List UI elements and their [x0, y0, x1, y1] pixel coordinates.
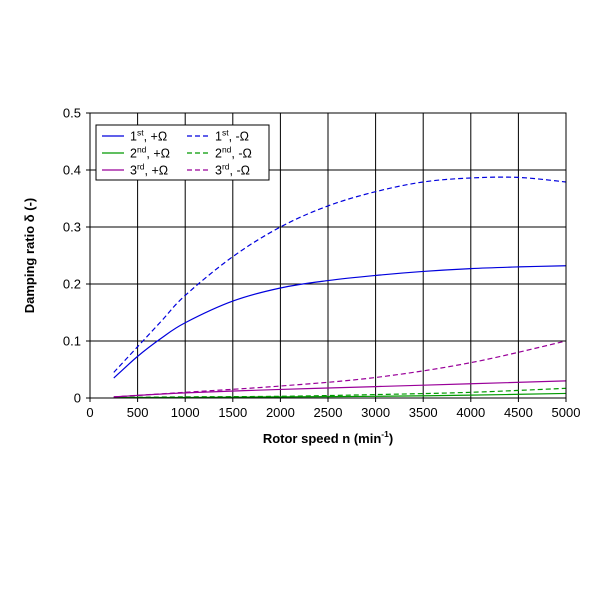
- x-axis-label-main: Rotor speed n (min: [263, 431, 382, 446]
- legend-label-0: 1st, +Ω: [130, 128, 167, 144]
- legend-label-2: 2nd, +Ω: [130, 145, 170, 161]
- legend-label-num: 2: [130, 147, 137, 161]
- x-tick-label: 0: [86, 405, 93, 420]
- y-tick-label: 0.1: [63, 334, 81, 349]
- legend-label-sup: nd: [137, 145, 147, 155]
- legend-label-tail: , -Ω: [229, 130, 249, 144]
- x-tick-label: 5000: [552, 405, 581, 420]
- legend-label-tail: , +Ω: [146, 147, 170, 161]
- legend-label-sup: rd: [137, 162, 145, 172]
- x-axis-label: Rotor speed n (min-1): [263, 429, 393, 446]
- legend-label-num: 3: [130, 164, 137, 178]
- x-tick-label: 2500: [314, 405, 343, 420]
- y-tick-label: 0.3: [63, 220, 81, 235]
- series-line-3: [113, 387, 567, 399]
- legend-label-3: 2nd, -Ω: [215, 145, 252, 161]
- legend-label-tail: , +Ω: [145, 164, 169, 178]
- legend-label-sup: st: [222, 128, 229, 138]
- legend-label-sup: rd: [222, 162, 230, 172]
- series-line-4: [113, 380, 567, 398]
- legend-label-num: 3: [215, 164, 222, 178]
- x-tick-label: 1500: [218, 405, 247, 420]
- series-line-0: [113, 265, 567, 379]
- x-tick-label: 4500: [504, 405, 533, 420]
- legend-label-5: 3rd, -Ω: [215, 162, 250, 178]
- legend-label-sup: nd: [222, 145, 232, 155]
- series-line-1: [113, 176, 567, 373]
- legend-label-sup: st: [137, 128, 144, 138]
- series-line-2: [113, 392, 567, 399]
- x-axis-label-sup: -1: [381, 429, 389, 439]
- legend-label-tail: , +Ω: [144, 130, 168, 144]
- legend-label-num: 1: [215, 130, 222, 144]
- y-tick-label: 0.5: [63, 106, 81, 121]
- x-axis-label-tail: ): [389, 431, 393, 446]
- series-layer: [113, 176, 567, 399]
- x-tick-label: 4000: [456, 405, 485, 420]
- y-tick-label: 0.4: [63, 163, 81, 178]
- legend-label-tail: , -Ω: [231, 147, 251, 161]
- legend-label-tail: , -Ω: [230, 164, 250, 178]
- legend-label-num: 1: [130, 130, 137, 144]
- legend-label-4: 3rd, +Ω: [130, 162, 168, 178]
- legend-box: [95, 124, 270, 181]
- series-line-5: [113, 340, 567, 398]
- x-tick-label: 1000: [171, 405, 200, 420]
- x-axis-ticks: 0 500 1000 1500 2000 2500 3000 3500 4000 4500 5000: [86, 398, 580, 420]
- y-tick-label: 0.2: [63, 277, 81, 292]
- y-axis-ticks: 0 0.1 0.2 0.3 0.4 0.5: [63, 106, 90, 406]
- y-tick-label: 0: [74, 391, 81, 406]
- legend-label-1: 1st, -Ω: [215, 128, 249, 144]
- legend-label-num: 2: [215, 147, 222, 161]
- x-tick-label: 2000: [266, 405, 295, 420]
- x-tick-label: 3500: [409, 405, 438, 420]
- y-axis-label: Damping ratio δ (-): [22, 198, 37, 314]
- x-tick-label: 3000: [361, 405, 390, 420]
- x-tick-label: 500: [127, 405, 149, 420]
